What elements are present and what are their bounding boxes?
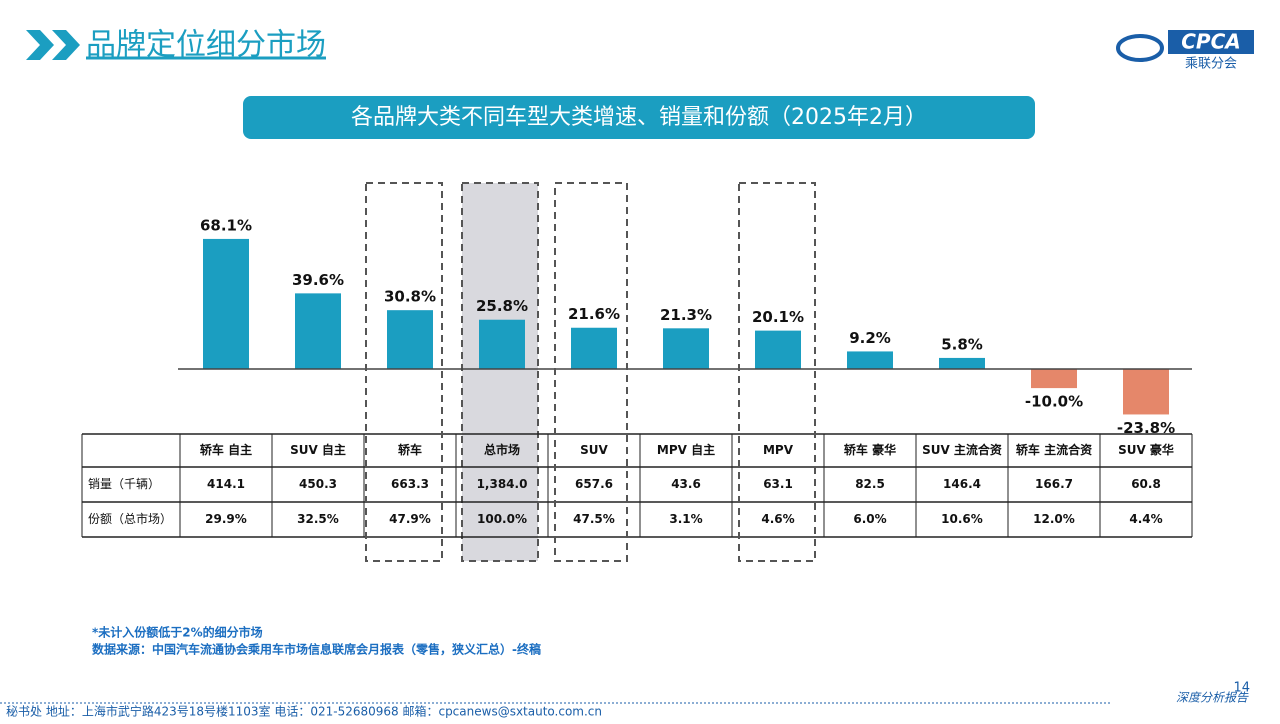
table-cell: 47.5% (573, 512, 615, 526)
table-cell: 10.6% (941, 512, 983, 526)
data-label: 39.6% (292, 271, 344, 289)
table-cell: 29.9% (205, 512, 247, 526)
chart-title: 各品牌大类不同车型大类增速、销量和份额（2025年2月） (351, 105, 927, 130)
bar (663, 328, 709, 369)
footer-contact: 秘书处 地址：上海市武宁路423号18号楼1103室 电话：021-526809… (6, 704, 602, 719)
table-header: 轿车 自主 (200, 442, 252, 457)
data-label: 21.3% (660, 306, 712, 324)
table-cell: 100.0% (477, 512, 527, 526)
row-label: 销量（千辆） (88, 477, 160, 491)
title-icon (26, 30, 80, 60)
bar (203, 238, 249, 369)
table-cell: 82.5 (855, 477, 885, 491)
logo-text: CPCA (1181, 30, 1241, 54)
note: 数据来源：中国汽车流通协会乘用车市场信息联席会月报表（零售，狭义汇总）-终稿 (92, 642, 541, 657)
table-cell: 63.1 (763, 477, 793, 491)
logo-mark (1116, 34, 1164, 62)
data-label: 5.8% (941, 335, 983, 353)
page-number: 14 (1233, 681, 1250, 696)
table-cell: 32.5% (297, 512, 339, 526)
table-cell: 146.4 (943, 477, 981, 491)
table-cell: 1,384.0 (477, 477, 528, 491)
data-label: -10.0% (1025, 393, 1083, 411)
table-header: SUV 主流合资 (922, 442, 1002, 457)
bar (1123, 369, 1169, 415)
bar (479, 319, 525, 369)
table-header: 轿车 (398, 442, 422, 457)
data-label: 68.1% (200, 216, 252, 234)
table-cell: 3.1% (669, 512, 702, 526)
table-cell: 47.9% (389, 512, 431, 526)
table-cell: 657.6 (575, 477, 613, 491)
table-header: SUV 自主 (290, 442, 346, 457)
table-cell: 12.0% (1033, 512, 1075, 526)
highlight-boxes (365, 182, 816, 562)
table-header: SUV (580, 443, 608, 457)
data-label: 25.8% (476, 297, 528, 315)
bar (295, 293, 341, 369)
page-title: 品牌定位细分市场 (86, 28, 326, 63)
table-cell: 60.8 (1131, 477, 1161, 491)
chart: 68.1% 轿车 自主 39.6% SUV 自主 30.8% 轿车 25.8% 总市场 21.6… (81, 216, 1193, 538)
table-header: 总市场 (484, 442, 520, 457)
table-header: 轿车 豪华 (844, 442, 896, 457)
bar (571, 327, 617, 369)
chart-title-banner (243, 96, 1035, 139)
table-header: MPV (763, 443, 794, 457)
bar (387, 310, 433, 369)
logo-subtext: 乘联分会 (1185, 57, 1237, 72)
row-label: 份额（总市场） (88, 511, 172, 526)
table-cell: 166.7 (1035, 477, 1073, 491)
bar (1031, 369, 1077, 389)
bar (847, 351, 893, 369)
table-cell: 43.6 (671, 477, 701, 491)
data-label: -23.8% (1117, 419, 1175, 437)
data-label: 9.2% (849, 329, 891, 347)
table-cell: 4.6% (761, 512, 794, 526)
table-cell: 414.1 (207, 477, 245, 491)
table-cell: 6.0% (853, 512, 886, 526)
table-header: SUV 豪华 (1118, 442, 1174, 457)
table-cell: 4.4% (1129, 512, 1162, 526)
data-label: 21.6% (568, 305, 620, 323)
table-cell: 450.3 (299, 477, 337, 491)
bar (939, 357, 985, 369)
data-label: 20.1% (752, 308, 804, 326)
logo-box (1168, 30, 1254, 54)
footer-report: 深度分析报告 (1176, 691, 1249, 705)
bar (755, 330, 801, 369)
note: *未计入份额低于2%的细分市场 (92, 625, 263, 640)
table-header: 轿车 主流合资 (1016, 442, 1092, 457)
table-header: MPV 自主 (657, 442, 715, 457)
table-cell: 663.3 (391, 477, 429, 491)
data-label: 30.8% (384, 288, 436, 306)
highlight-box (461, 182, 539, 562)
